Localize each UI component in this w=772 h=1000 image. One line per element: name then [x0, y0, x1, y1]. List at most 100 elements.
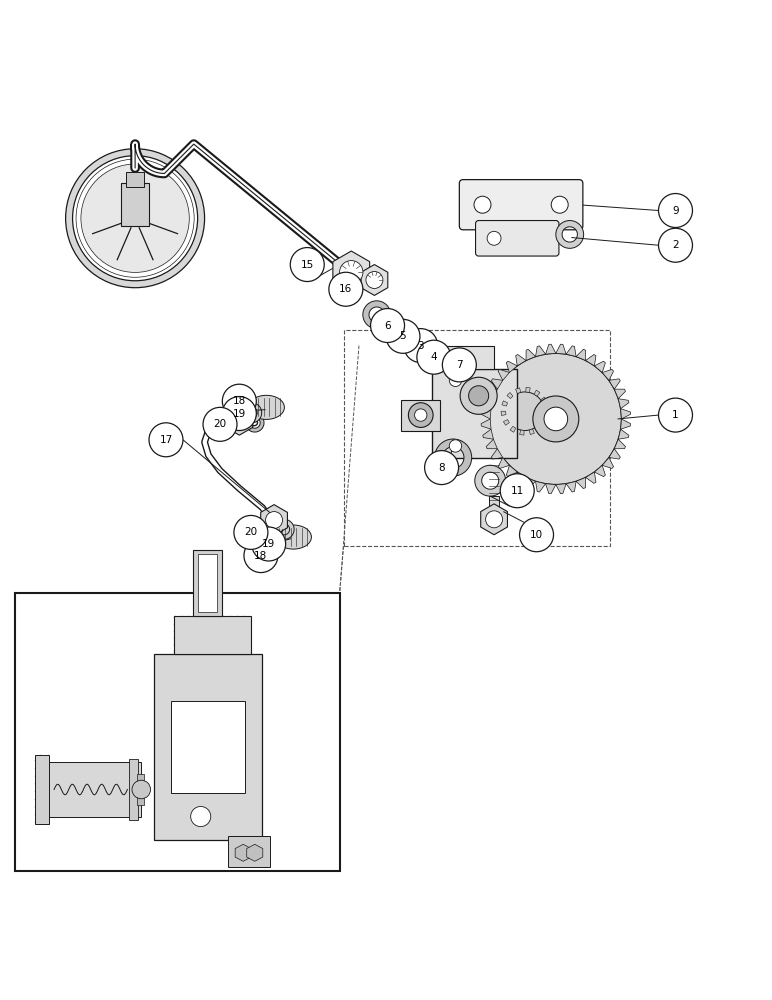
- Circle shape: [659, 398, 692, 432]
- Bar: [174, 616, 251, 654]
- Polygon shape: [543, 416, 548, 422]
- Polygon shape: [501, 411, 506, 415]
- Wedge shape: [245, 414, 264, 432]
- Circle shape: [500, 474, 534, 508]
- Polygon shape: [618, 399, 629, 409]
- Polygon shape: [586, 472, 596, 483]
- Polygon shape: [498, 369, 510, 380]
- Circle shape: [191, 806, 211, 827]
- Polygon shape: [510, 426, 516, 432]
- Bar: [344, 330, 610, 546]
- Polygon shape: [498, 458, 510, 468]
- Polygon shape: [492, 449, 503, 459]
- Polygon shape: [546, 344, 556, 354]
- Polygon shape: [226, 404, 252, 435]
- Bar: [228, 836, 270, 867]
- Polygon shape: [566, 346, 576, 357]
- Bar: [35, 755, 49, 824]
- Wedge shape: [556, 221, 584, 248]
- Circle shape: [408, 403, 433, 427]
- Circle shape: [460, 377, 497, 414]
- Text: 10: 10: [530, 530, 543, 540]
- Bar: [171, 701, 245, 793]
- Circle shape: [340, 261, 363, 284]
- Circle shape: [659, 194, 692, 227]
- Polygon shape: [492, 379, 503, 389]
- Polygon shape: [576, 477, 586, 489]
- Polygon shape: [615, 389, 625, 399]
- Bar: [198, 554, 217, 612]
- Circle shape: [425, 451, 459, 485]
- Polygon shape: [602, 458, 614, 468]
- Bar: [193, 550, 222, 616]
- Text: 6: 6: [384, 321, 391, 331]
- Polygon shape: [481, 504, 507, 535]
- Wedge shape: [242, 403, 262, 423]
- Bar: [126, 172, 144, 187]
- Circle shape: [132, 780, 151, 799]
- FancyBboxPatch shape: [476, 221, 559, 256]
- Polygon shape: [333, 251, 370, 293]
- Bar: [440, 346, 494, 369]
- Wedge shape: [274, 519, 294, 539]
- FancyBboxPatch shape: [459, 180, 583, 230]
- Circle shape: [506, 392, 544, 431]
- Text: 18: 18: [232, 396, 246, 406]
- Polygon shape: [546, 484, 556, 494]
- Polygon shape: [602, 369, 614, 380]
- Polygon shape: [526, 387, 530, 392]
- Bar: [193, 550, 222, 616]
- Circle shape: [371, 309, 405, 343]
- Circle shape: [486, 511, 503, 528]
- Text: 8: 8: [438, 463, 445, 473]
- Polygon shape: [526, 349, 536, 360]
- Circle shape: [386, 319, 420, 353]
- Circle shape: [490, 353, 621, 485]
- Circle shape: [533, 396, 579, 442]
- Polygon shape: [481, 419, 491, 429]
- Wedge shape: [435, 439, 472, 476]
- Polygon shape: [566, 481, 576, 492]
- Polygon shape: [530, 429, 534, 435]
- Bar: [129, 759, 138, 820]
- Polygon shape: [586, 354, 596, 366]
- Circle shape: [417, 340, 451, 374]
- Text: 7: 7: [456, 360, 462, 370]
- Polygon shape: [534, 390, 540, 396]
- Polygon shape: [609, 379, 620, 389]
- Circle shape: [149, 423, 183, 457]
- Text: 19: 19: [262, 539, 276, 549]
- Polygon shape: [506, 465, 517, 477]
- Polygon shape: [503, 420, 510, 425]
- Polygon shape: [506, 361, 517, 373]
- Circle shape: [266, 512, 283, 529]
- Text: 19: 19: [232, 409, 246, 419]
- Circle shape: [203, 407, 237, 441]
- Polygon shape: [540, 397, 547, 403]
- Polygon shape: [618, 429, 629, 439]
- Circle shape: [474, 196, 491, 213]
- Bar: [154, 654, 262, 840]
- Circle shape: [222, 384, 256, 418]
- Polygon shape: [516, 388, 520, 393]
- Circle shape: [329, 272, 363, 306]
- Text: 16: 16: [339, 284, 353, 294]
- Polygon shape: [502, 401, 507, 406]
- Bar: [202, 558, 213, 608]
- Circle shape: [487, 231, 501, 245]
- Polygon shape: [261, 505, 287, 536]
- Polygon shape: [621, 409, 631, 419]
- Polygon shape: [235, 844, 251, 861]
- Polygon shape: [516, 472, 526, 483]
- Circle shape: [231, 411, 248, 428]
- Polygon shape: [609, 449, 620, 459]
- Text: 18: 18: [254, 551, 268, 561]
- Polygon shape: [536, 481, 546, 492]
- Polygon shape: [615, 439, 625, 449]
- Bar: [174, 616, 251, 654]
- Polygon shape: [507, 393, 513, 399]
- Polygon shape: [544, 407, 549, 411]
- Bar: [35, 755, 49, 824]
- Circle shape: [544, 407, 567, 431]
- Polygon shape: [361, 265, 388, 295]
